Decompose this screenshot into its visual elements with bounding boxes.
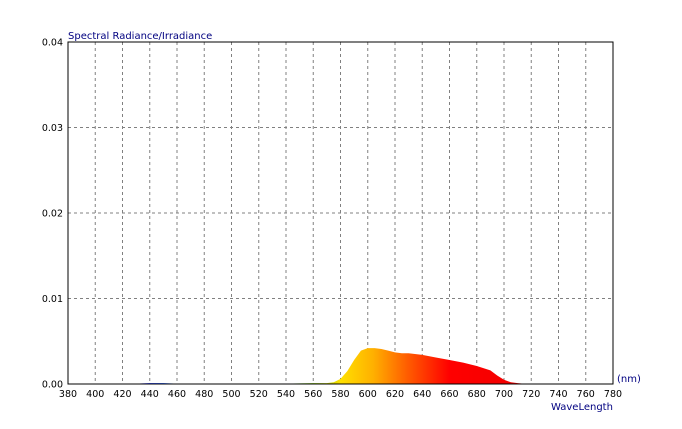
y-axis-title: Spectral Radiance/Irradiance [68, 31, 212, 42]
x-tick-label: 380 [59, 389, 77, 400]
y-tick-label: 0.04 [42, 38, 63, 49]
x-tick-label: 480 [195, 389, 213, 400]
x-tick-label: 400 [86, 389, 104, 400]
y-tick-label: 0.02 [42, 209, 63, 220]
spectrum-area-layer [68, 348, 613, 384]
x-axis-title: WaveLength [551, 402, 613, 413]
x-tick-label: 420 [113, 389, 131, 400]
x-tick-label: 460 [168, 389, 186, 400]
x-tick-label: 600 [359, 389, 377, 400]
x-tick-label: 560 [304, 389, 322, 400]
x-tick-label: 640 [413, 389, 431, 400]
x-tick-label: 740 [549, 389, 567, 400]
x-axis-unit: (nm) [617, 374, 641, 385]
spectrum-area [68, 348, 613, 384]
x-tick-label: 440 [141, 389, 159, 400]
x-tick-label: 660 [440, 389, 458, 400]
x-tick-label: 620 [386, 389, 404, 400]
plot-frame [67, 41, 614, 385]
y-tick-label: 0.00 [42, 380, 63, 391]
x-tick-label: 760 [577, 389, 595, 400]
x-tick-label: 680 [468, 389, 486, 400]
x-tick-label: 540 [277, 389, 295, 400]
x-tick-label: 580 [331, 389, 349, 400]
tick-labels: 380 400 420 440 460 480 500 520 540 560 580 600 620 6… [42, 38, 622, 401]
y-tick-label: 0.01 [42, 294, 63, 305]
y-tick-label: 0.03 [42, 123, 63, 134]
x-tick-label: 700 [495, 389, 513, 400]
x-tick-label: 500 [222, 389, 240, 400]
x-tick-label: 520 [250, 389, 268, 400]
grid-lines [68, 42, 613, 384]
x-tick-label: 780 [604, 389, 622, 400]
x-tick-label: 720 [522, 389, 540, 400]
